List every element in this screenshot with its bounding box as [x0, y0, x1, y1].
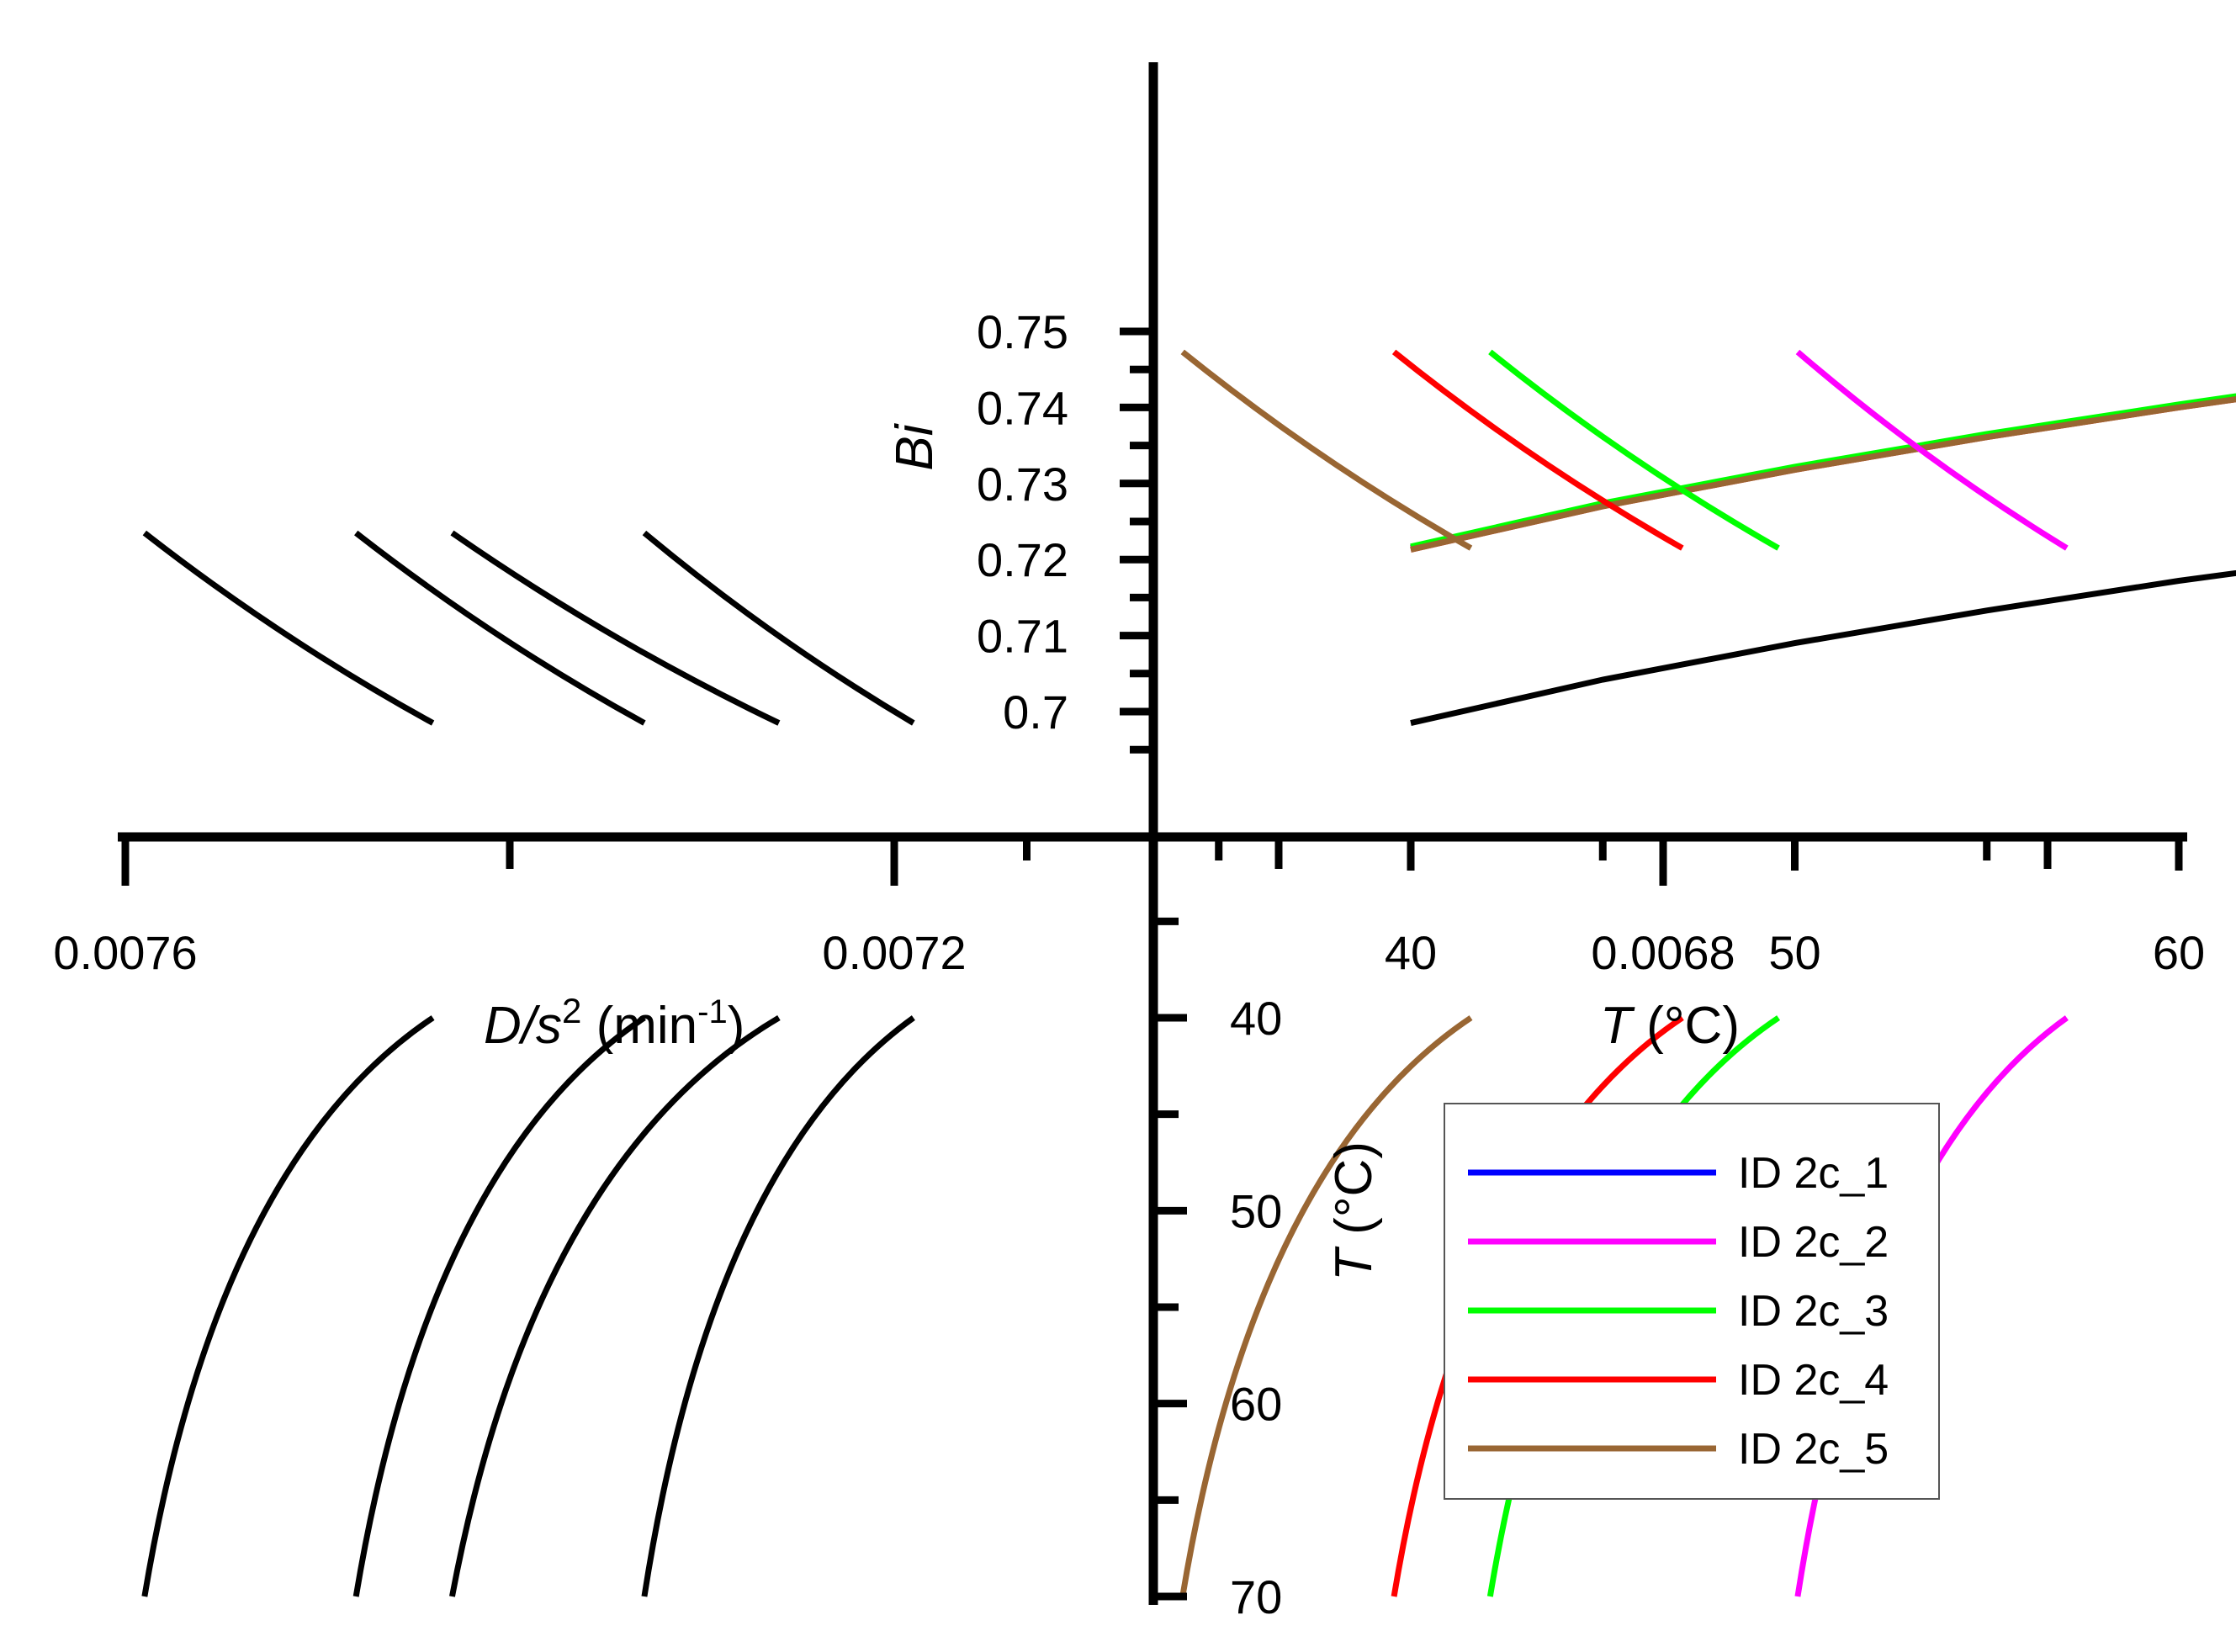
legend-label-id-2c-5: ID 2c_5 — [1738, 1425, 1889, 1474]
t-d-curve-black-5 — [641, 1015, 915, 1597]
t-down-axis-title-unit: (°C) — [1325, 1141, 1383, 1249]
bi-t-curve-id-2c-5-4 — [1410, 396, 2236, 553]
d-tick-label: 0.0068 — [1591, 926, 1735, 979]
bi-d-curve-id-2c-4-3 — [1391, 349, 1684, 551]
bi-d-curve-black-6 — [450, 530, 781, 726]
bi-tick-label: 0.74 — [977, 381, 1068, 434]
bi-d-curve-black-7 — [354, 530, 646, 726]
legend-label-id-2c-2: ID 2c_2 — [1738, 1218, 1889, 1267]
bi-d-curve-id-2c-3-2 — [1488, 349, 1780, 551]
t-right-axis-title-var: T — [1600, 997, 1635, 1055]
t-d-curve-black-7 — [352, 1015, 646, 1597]
bi-d-curve-black-8 — [142, 530, 435, 726]
bi-axis-title: Bi — [886, 422, 944, 470]
axes — [118, 62, 2187, 1605]
d-tick-label: 0.0072 — [822, 926, 966, 979]
d-tick-label: 0.0076 — [53, 926, 197, 979]
t-d-curve-id-2c-5-4 — [1179, 1015, 1473, 1597]
axis-labels: 0.70.710.720.730.740.7540506070405060700… — [53, 305, 2205, 1623]
t-down-axis-title: T (°C) — [1325, 1141, 1383, 1281]
t-right-axis-title-unit: (°C) — [1632, 997, 1740, 1055]
bi-t-curve-black-5 — [1410, 569, 2236, 727]
t-right-axis-title: T (°C) — [1600, 997, 1740, 1055]
bi-tick-label: 0.71 — [977, 610, 1068, 663]
d-axis-title: D/s2 (min-1) — [484, 991, 744, 1055]
t-right-tick-label: 60 — [2153, 926, 2205, 979]
t-right-tick-label: 50 — [1768, 926, 1820, 979]
t-down-tick-label: 50 — [1230, 1184, 1282, 1237]
d-axis-title-unit-sup: -1 — [697, 993, 728, 1030]
t-right-tick-label: 40 — [1385, 926, 1437, 979]
bi-tick-label: 0.73 — [977, 458, 1068, 511]
bi-d-curve-id-2c-2-1 — [1795, 349, 2069, 551]
t-down-tick-label: 70 — [1230, 1570, 1282, 1623]
d-axis-title-close: ) — [728, 997, 745, 1055]
t-down-axis-title-var: T — [1325, 1246, 1383, 1281]
bi-tick-label: 0.72 — [977, 533, 1068, 586]
legend: ID 2c_1 ID 2c_2 ID 2c_3 ID 2c_4 ID 2c_5 — [1444, 1103, 1940, 1500]
bi-tick-label: 0.75 — [977, 305, 1068, 358]
legend-label-id-2c-4: ID 2c_4 — [1738, 1356, 1889, 1405]
bi-t-curve-id-2c-3-2 — [1410, 393, 2236, 550]
t-down-tick-label: 40 — [1230, 992, 1282, 1045]
d-axis-title-unit: (min — [581, 997, 697, 1055]
legend-entries: ID 2c_1 ID 2c_2 ID 2c_3 ID 2c_4 ID 2c_5 — [1468, 1149, 1889, 1474]
bi-d-curve-id-2c-5-4 — [1180, 349, 1473, 551]
legend-label-id-2c-3: ID 2c_3 — [1738, 1287, 1889, 1336]
t-d-curve-black-6 — [449, 1014, 781, 1597]
bi-d-curve-black-5 — [642, 530, 915, 726]
legend-label-id-2c-1: ID 2c_1 — [1738, 1149, 1889, 1198]
bi-tick-label: 0.7 — [1003, 686, 1068, 739]
t-d-curve-black-8 — [141, 1015, 435, 1597]
d-axis-title-var: D/s — [484, 997, 562, 1055]
legend-box — [1444, 1103, 1940, 1500]
d-axis-title-sup: 2 — [562, 991, 581, 1030]
t-down-tick-label: 60 — [1230, 1378, 1282, 1431]
